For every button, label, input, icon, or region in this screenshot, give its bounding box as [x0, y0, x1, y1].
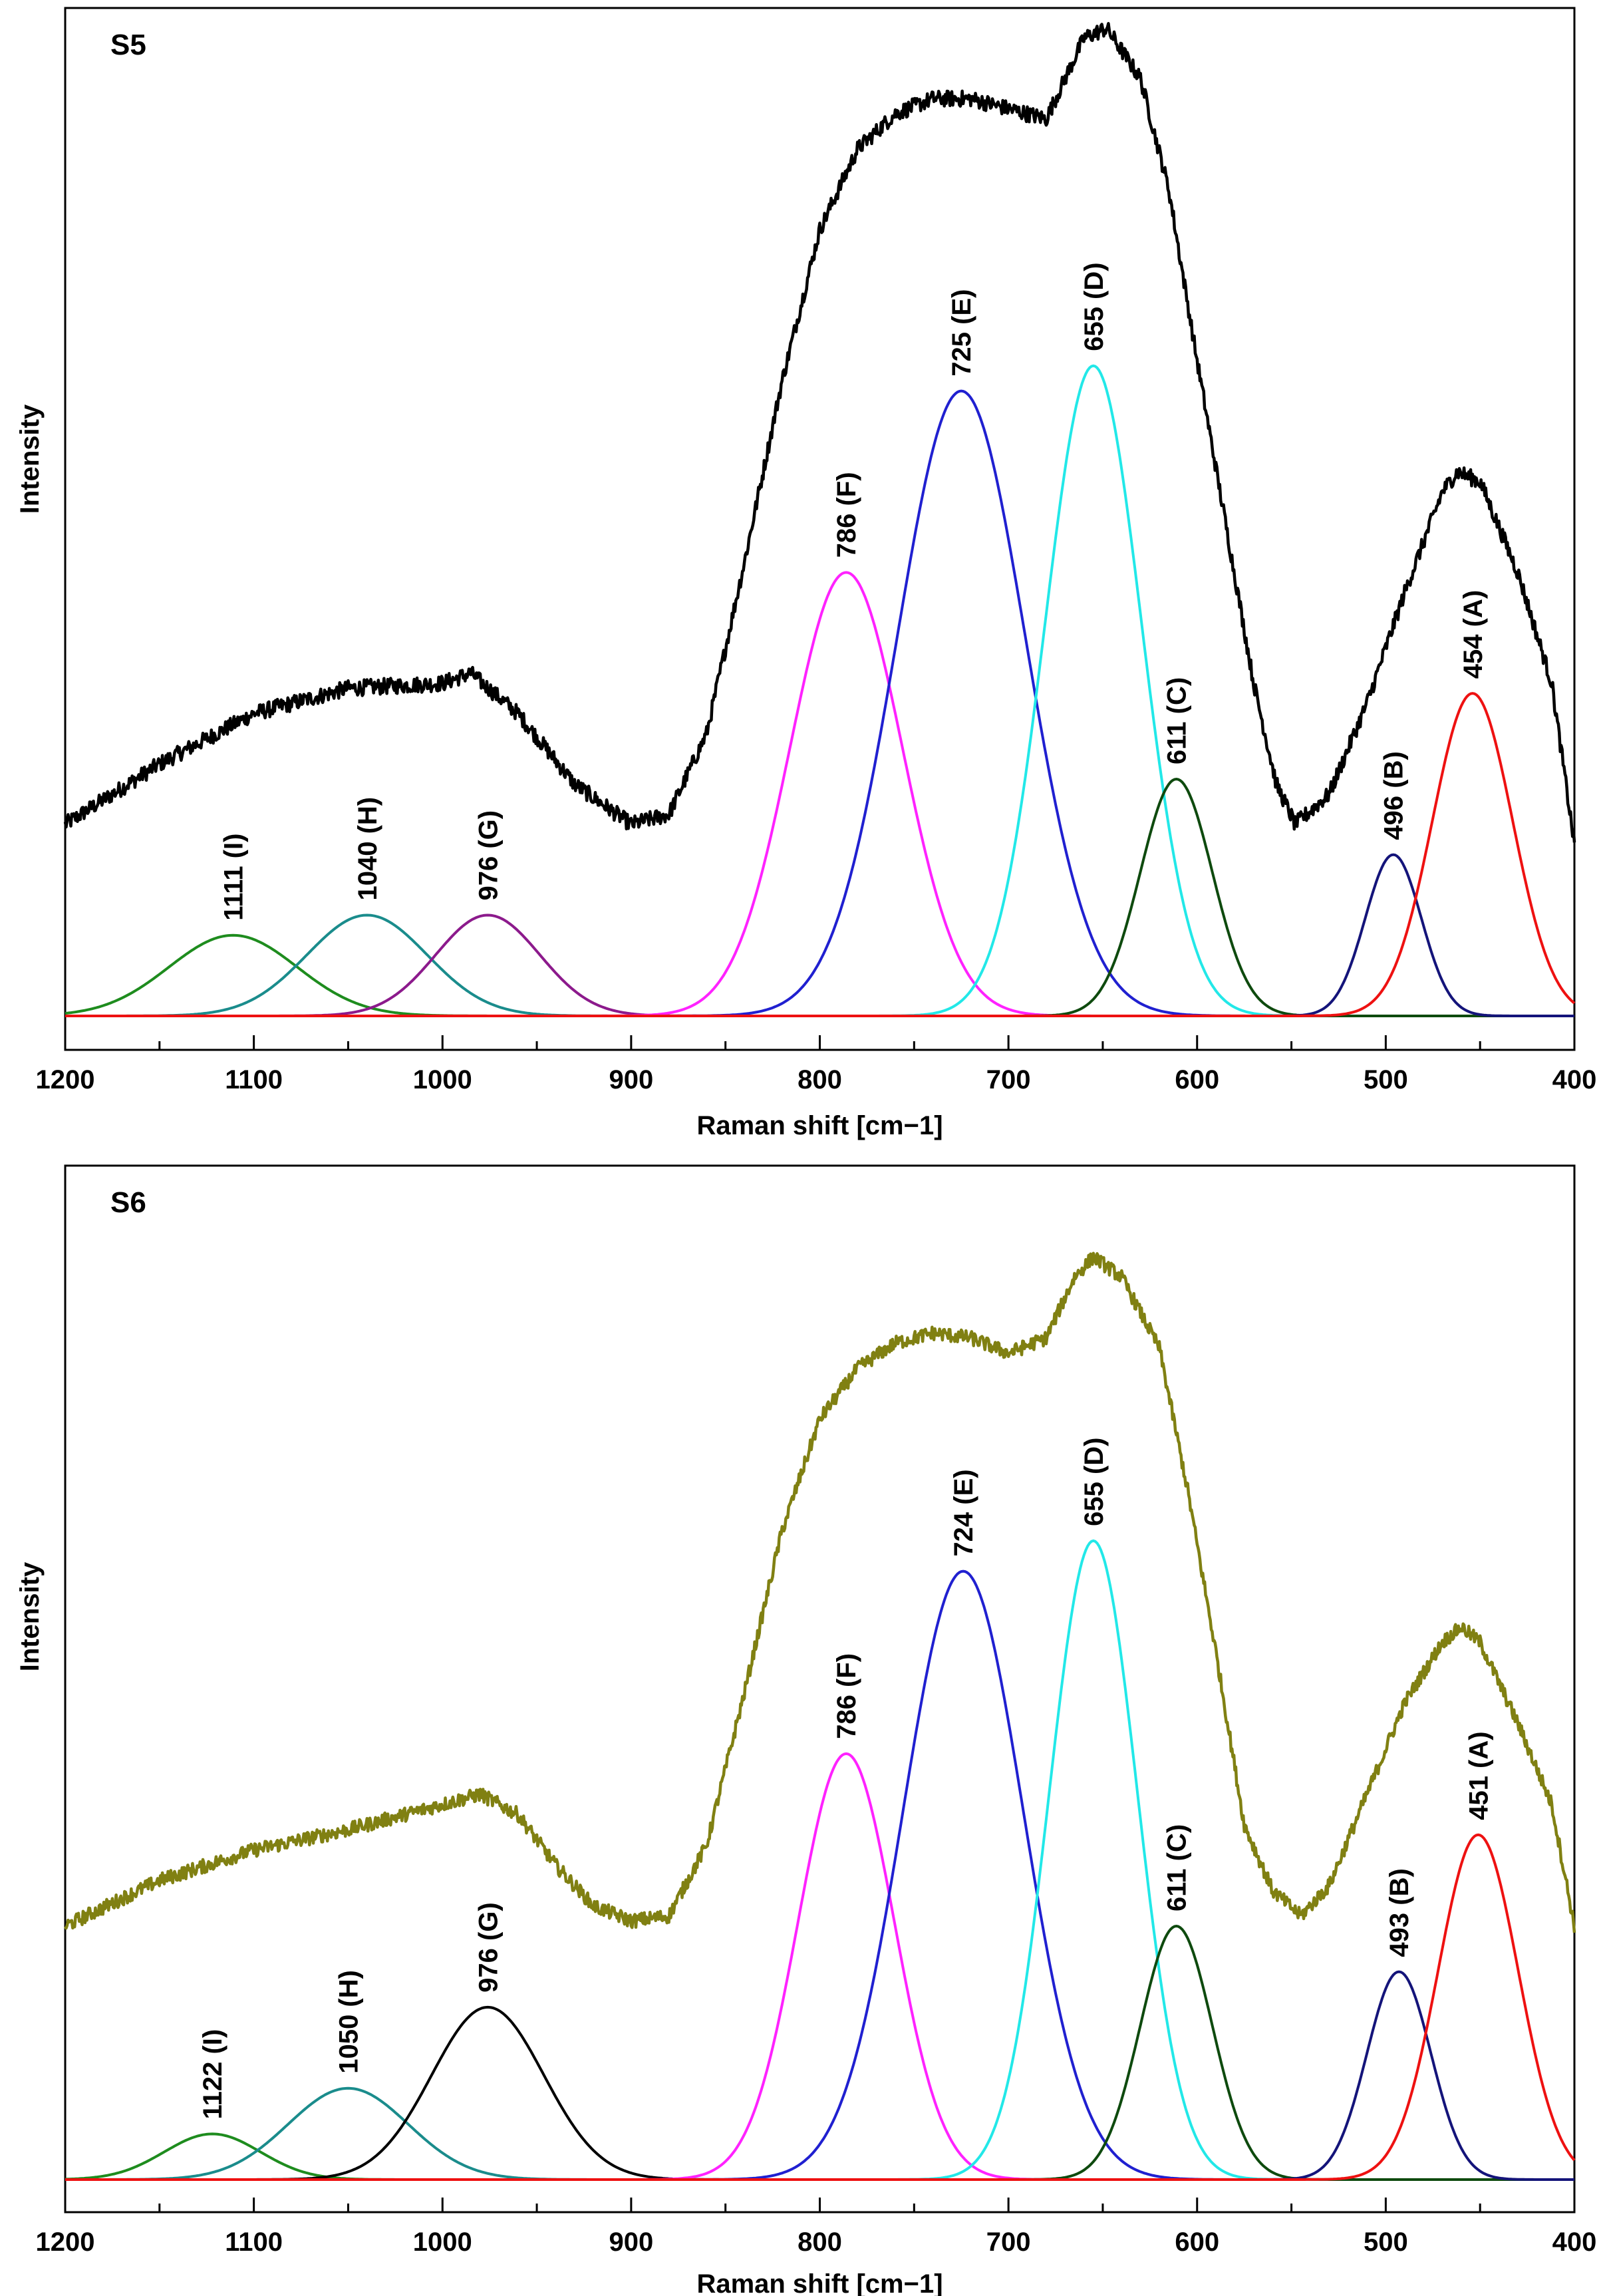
x-tick-label: 900 [609, 2227, 654, 2257]
panel-s5: 1200 1100 1000 900 800 700 600 500 400 Raman shif… [15, 7, 1597, 1140]
x-axis-label: Raman shift [cm−1] [696, 1111, 943, 1140]
fitted-peak-f [65, 571, 1574, 1017]
measured-spectrum-line [64, 1251, 1576, 1933]
peak-label: 496 (B) [1380, 751, 1409, 840]
x-tick-label: 800 [798, 2227, 842, 2257]
panel-s6: 1200 1100 1000 900 800 700 600 500 400 Raman shif… [15, 1164, 1597, 2296]
fitted-peak-e [65, 1569, 1574, 2181]
x-tick-label: 600 [1175, 1065, 1219, 1094]
peak-label: 1111 (I) [219, 834, 248, 921]
peak-label: 976 (G) [474, 810, 503, 901]
fitted-peak-d [65, 1539, 1574, 2181]
peak-label: 786 (F) [832, 472, 861, 558]
x-tick-label: 400 [1552, 2227, 1597, 2257]
fitted-peak-c [65, 777, 1574, 1017]
x-tick-label: 800 [798, 1065, 842, 1094]
peak-label: 1050 (H) [334, 1970, 363, 2074]
peak-label: 725 (E) [947, 289, 976, 377]
peak-label: 724 (E) [949, 1469, 978, 1556]
fitted-peak-b [65, 1970, 1574, 2181]
measured-spectrum-line [63, 22, 1576, 843]
peak-label: 786 (F) [832, 1653, 861, 1739]
plot-frame [64, 1164, 1576, 2214]
peak-label: 655 (D) [1080, 262, 1109, 351]
x-tick-label: 500 [1364, 2227, 1408, 2257]
x-tick-label: 700 [986, 2227, 1031, 2257]
plot-frame [64, 7, 1576, 1051]
fitted-peak-a [65, 1833, 1576, 2181]
y-axis-label: Intensity [15, 1561, 45, 1671]
peak-label: 1122 (I) [198, 2029, 227, 2120]
fitted-peak-i [65, 933, 1574, 1017]
peak-label: 611 (C) [1163, 677, 1192, 764]
fitted-peak-d [65, 364, 1574, 1017]
fitted-peak-g [65, 913, 1574, 1017]
peak-label: 493 (B) [1385, 1868, 1414, 1957]
fitted-peak-i [65, 2132, 1574, 2181]
x-tick-label: 500 [1364, 1065, 1408, 1094]
peak-label: 1040 (H) [353, 797, 382, 901]
fitted-peak-a [65, 692, 1576, 1017]
x-tick-label: 900 [609, 1065, 654, 1094]
x-tick-label: 700 [986, 1065, 1031, 1094]
peak-label: 454 (A) [1459, 590, 1488, 679]
x-tick-label: 1200 [36, 1065, 95, 1094]
fitted-peak-g [65, 2005, 1574, 2181]
x-axis-label: Raman shift [cm−1] [696, 2269, 943, 2296]
fitted-peak-h [65, 2086, 1574, 2181]
x-tick-label: 1100 [225, 1065, 283, 1094]
fitted-peak-f [65, 1752, 1574, 2181]
peak-label: 976 (G) [474, 1902, 503, 1993]
panel-label: S6 [110, 1186, 146, 1219]
peak-label: 611 (C) [1163, 1824, 1192, 1911]
y-axis-label: Intensity [15, 404, 45, 514]
fitted-peak-h [65, 913, 1574, 1017]
peak-label: 451 (A) [1464, 1731, 1493, 1820]
x-tick-label: 1100 [225, 2227, 283, 2257]
x-tick-label: 400 [1552, 1065, 1597, 1094]
x-tick-label: 600 [1175, 2227, 1219, 2257]
x-tick-label: 1000 [413, 2227, 472, 2257]
peak-label: 655 (D) [1080, 1438, 1109, 1526]
x-tick-label: 1000 [413, 1065, 472, 1094]
x-tick-label: 1200 [36, 2227, 95, 2257]
fitted-peak-b [65, 853, 1574, 1017]
fitted-peak-c [65, 1924, 1574, 2181]
panel-label: S5 [110, 29, 146, 61]
